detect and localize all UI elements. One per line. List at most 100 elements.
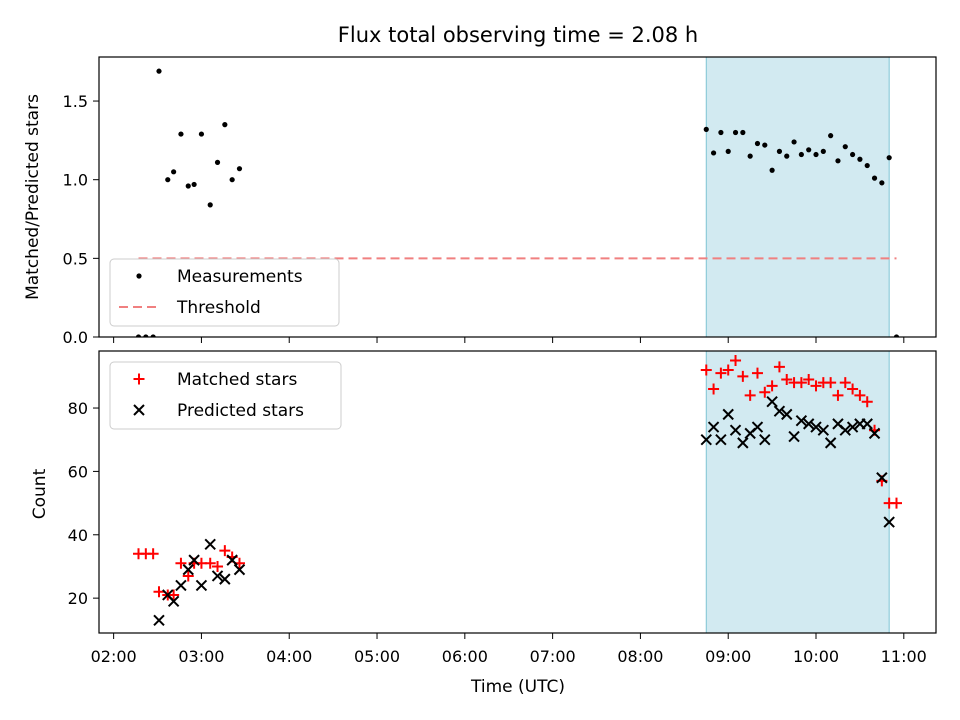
measurement-point — [185, 183, 191, 189]
predicted-star-point — [211, 570, 224, 582]
predicted-star-point — [153, 614, 165, 627]
y-tick-label: 20 — [68, 589, 88, 608]
measurement-point — [828, 133, 834, 139]
matched-star-point — [861, 396, 873, 408]
measurement-point — [776, 148, 783, 154]
measurement-point — [214, 159, 221, 165]
measurement-point — [791, 139, 797, 145]
predicted-star-point — [729, 424, 742, 436]
predicted-star-point — [876, 472, 888, 484]
legend-dot-icon — [136, 273, 142, 279]
measurement-point — [813, 151, 819, 158]
measurement-point — [143, 334, 149, 337]
y-tick-label: 1.0 — [63, 171, 88, 190]
chart-title: Flux total observing time = 2.08 h — [338, 23, 698, 47]
predicted-star-point — [219, 573, 231, 585]
measurement-point — [236, 166, 243, 172]
matched-star-point — [212, 560, 224, 572]
panel-frame — [98, 350, 937, 634]
top-panel: 0.0 0.5 1.0 1.5 Measurements Threshold — [63, 56, 937, 347]
matched-star-point — [832, 389, 844, 401]
matched-star-point — [759, 386, 771, 398]
predicted-star-point — [781, 408, 793, 421]
legend-plus-icon — [133, 373, 145, 385]
y-tick-label: 80 — [68, 399, 88, 418]
legend-box — [109, 258, 340, 327]
predicted-star-point — [751, 421, 764, 433]
measurement-point — [842, 144, 848, 150]
x-tick-label: 02:00 — [91, 647, 137, 666]
legend-x-icon — [133, 404, 145, 416]
measurement-point — [191, 181, 197, 188]
predicted-star-point — [788, 430, 800, 443]
legend-label: Predicted stars — [177, 401, 304, 421]
x-tick-label: 05:00 — [354, 647, 400, 666]
measurement-point — [747, 153, 753, 159]
measurement-point — [703, 126, 709, 132]
predicted-star-point — [233, 563, 246, 576]
x-tick-label: 08:00 — [617, 647, 663, 666]
predicted-star-point — [824, 437, 837, 449]
measurement-point — [806, 147, 812, 153]
x-tick-label: 03:00 — [178, 647, 224, 666]
matched-star-point — [803, 374, 815, 386]
measurement-point — [718, 129, 724, 136]
y-tick-label: 60 — [68, 462, 88, 481]
matched-star-point — [219, 545, 231, 557]
matched-star-point — [168, 589, 180, 601]
predicted-star-point — [182, 563, 194, 576]
predicted-star-point — [700, 434, 712, 446]
matched-star-point — [182, 570, 194, 582]
measurement-point — [879, 180, 885, 186]
measurement-point — [754, 140, 761, 147]
matched-star-point — [722, 364, 734, 376]
x-tick-label: 10:00 — [793, 647, 839, 666]
measurement-point — [198, 131, 205, 137]
legend-label: Measurements — [177, 267, 303, 287]
matched-star-point — [795, 377, 807, 389]
measurement-point — [849, 151, 856, 158]
measurement-point — [150, 334, 156, 337]
matched-star-point — [730, 355, 742, 367]
top-y-axis-label: Matched/Predicted stars — [23, 94, 43, 300]
measurement-point — [178, 131, 184, 137]
predicted-star-point — [204, 538, 216, 550]
y-tick-label: 1.5 — [63, 92, 88, 111]
matched-star-point — [890, 497, 902, 509]
measurement-point — [864, 162, 870, 169]
measurement-point — [165, 177, 171, 183]
measurement-point — [857, 156, 863, 162]
y-tick-label: 40 — [68, 526, 88, 545]
measurement-point — [820, 148, 826, 154]
predicted-star-point — [817, 424, 830, 436]
predicted-star-point — [795, 415, 808, 427]
shaded-interval — [705, 56, 890, 338]
matched-star-point — [847, 383, 859, 395]
measurement-point — [886, 155, 892, 161]
predicted-star-point — [759, 434, 771, 446]
predicted-star-point — [861, 418, 873, 430]
measurement-point — [222, 122, 228, 128]
matched-star-point — [839, 377, 851, 389]
matched-star-point — [737, 370, 749, 382]
x-axis-label: Time (UTC) — [470, 677, 565, 697]
legend-box — [109, 361, 342, 430]
measurement-point — [835, 158, 841, 164]
measurement-point — [769, 167, 775, 173]
measurement-point — [725, 148, 731, 154]
x-tick-label: 04:00 — [266, 647, 312, 666]
y-tick-label: 0.0 — [63, 328, 88, 347]
matched-star-point — [773, 361, 785, 373]
measurement-point — [156, 68, 162, 74]
measurement-point — [732, 129, 739, 136]
legend-label: Matched stars — [177, 370, 297, 390]
matched-star-point — [854, 389, 866, 401]
x-tick-label: 07:00 — [530, 647, 576, 666]
measurement-point — [207, 202, 213, 208]
plot-area — [133, 355, 902, 627]
matched-star-point — [175, 557, 187, 569]
matched-star-point — [751, 367, 763, 379]
matched-star-point — [766, 380, 778, 392]
predicted-star-point — [167, 595, 180, 608]
predicted-star-point — [883, 516, 895, 528]
